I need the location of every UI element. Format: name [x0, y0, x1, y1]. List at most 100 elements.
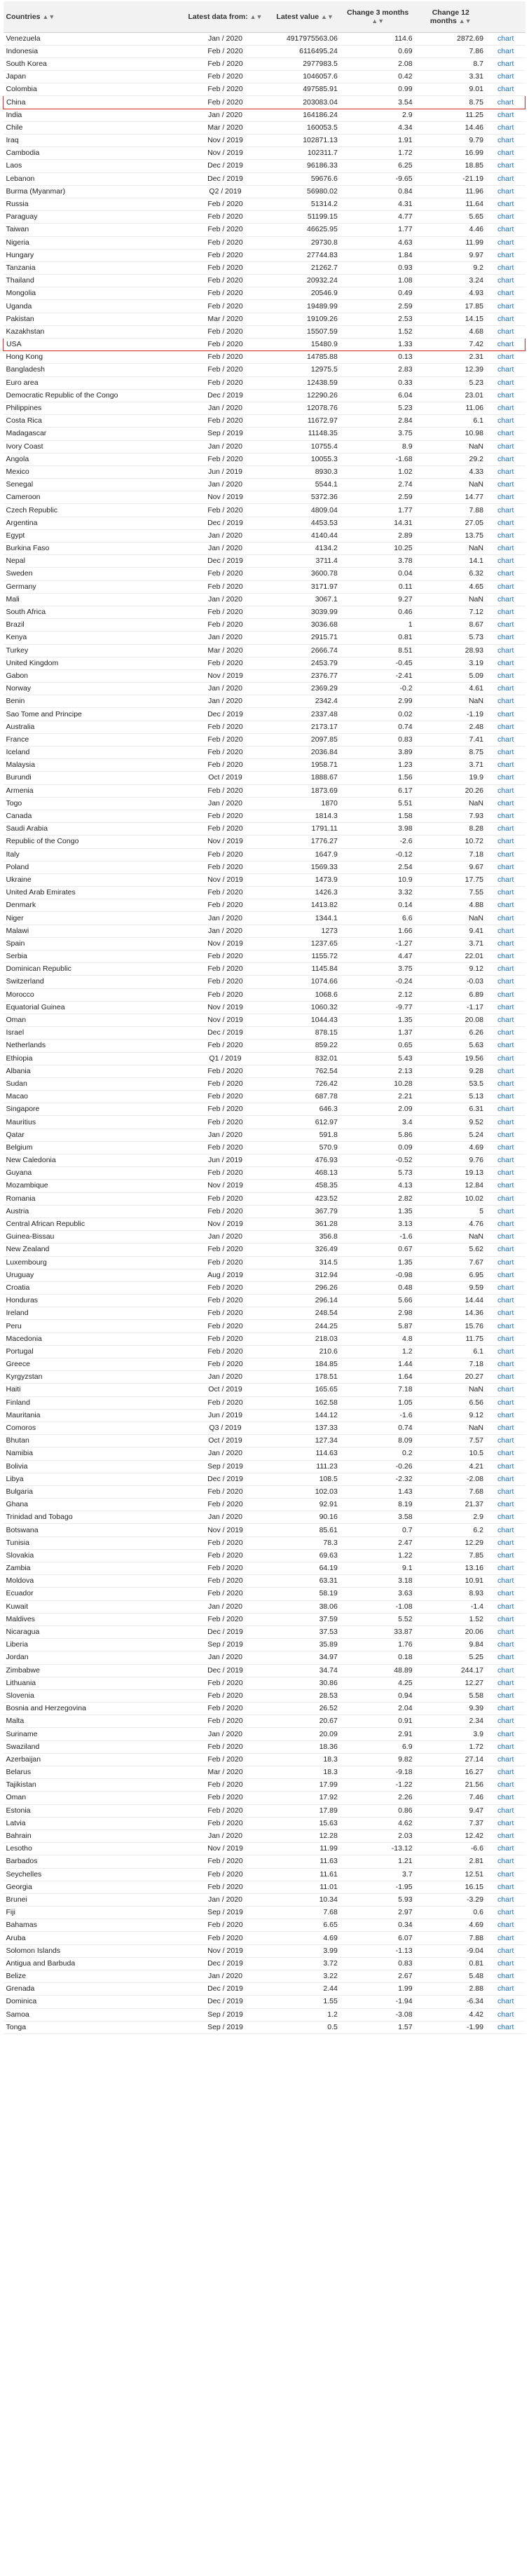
- chart-link[interactable]: chart: [497, 429, 514, 438]
- chart-link[interactable]: chart: [497, 1538, 514, 1547]
- chart-link[interactable]: chart: [497, 1665, 514, 1675]
- chart-link[interactable]: chart: [497, 1525, 514, 1534]
- chart-link[interactable]: chart: [497, 1168, 514, 1178]
- chart-link[interactable]: chart: [497, 697, 514, 706]
- chart-link[interactable]: chart: [497, 1066, 514, 1075]
- chart-link[interactable]: chart: [497, 1334, 514, 1343]
- chart-link[interactable]: chart: [497, 59, 514, 68]
- chart-link[interactable]: chart: [497, 1513, 514, 1522]
- chart-link[interactable]: chart: [497, 1717, 514, 1726]
- chart-link[interactable]: chart: [497, 1818, 514, 1827]
- chart-link[interactable]: chart: [497, 289, 514, 298]
- chart-link[interactable]: chart: [497, 1079, 514, 1088]
- chart-link[interactable]: chart: [497, 1092, 514, 1101]
- chart-link[interactable]: chart: [497, 557, 514, 566]
- chart-link[interactable]: chart: [497, 901, 514, 910]
- chart-link[interactable]: chart: [497, 1908, 514, 1917]
- chart-link[interactable]: chart: [497, 1474, 514, 1483]
- chart-link[interactable]: chart: [497, 735, 514, 744]
- col-header-change-12-months[interactable]: Change 12 months ▲▼: [415, 1, 486, 33]
- chart-link[interactable]: chart: [497, 1844, 514, 1853]
- chart-link[interactable]: chart: [497, 1245, 514, 1254]
- chart-link[interactable]: chart: [497, 1206, 514, 1215]
- col-header-latest-data[interactable]: Latest data from: ▲▼: [181, 1, 270, 33]
- chart-link[interactable]: chart: [497, 123, 514, 132]
- chart-link[interactable]: chart: [497, 97, 514, 107]
- chart-link[interactable]: chart: [497, 1270, 514, 1279]
- chart-link[interactable]: chart: [497, 709, 514, 718]
- chart-link[interactable]: chart: [497, 1921, 514, 1930]
- chart-link[interactable]: chart: [497, 1793, 514, 1802]
- chart-link[interactable]: chart: [497, 798, 514, 807]
- chart-link[interactable]: chart: [497, 1754, 514, 1764]
- chart-link[interactable]: chart: [497, 1768, 514, 1777]
- chart-link[interactable]: chart: [497, 1105, 514, 1114]
- chart-link[interactable]: chart: [497, 990, 514, 999]
- sort-arrows-icon[interactable]: ▲▼: [458, 17, 472, 25]
- chart-link[interactable]: chart: [497, 467, 514, 476]
- chart-link[interactable]: chart: [497, 301, 514, 311]
- sort-arrows-icon[interactable]: ▲▼: [249, 13, 263, 20]
- chart-link[interactable]: chart: [497, 1614, 514, 1623]
- chart-link[interactable]: chart: [497, 1628, 514, 1637]
- chart-link[interactable]: chart: [497, 913, 514, 922]
- chart-link[interactable]: chart: [497, 888, 514, 897]
- chart-link[interactable]: chart: [497, 1309, 514, 1318]
- chart-link[interactable]: chart: [497, 594, 514, 604]
- chart-link[interactable]: chart: [497, 225, 514, 234]
- chart-link[interactable]: chart: [497, 416, 514, 425]
- chart-link[interactable]: chart: [497, 1933, 514, 1942]
- chart-link[interactable]: chart: [497, 1729, 514, 1738]
- chart-link[interactable]: chart: [497, 1946, 514, 1955]
- chart-link[interactable]: chart: [497, 250, 514, 259]
- chart-link[interactable]: chart: [497, 1882, 514, 1891]
- chart-link[interactable]: chart: [497, 965, 514, 974]
- chart-link[interactable]: chart: [497, 1372, 514, 1382]
- chart-link[interactable]: chart: [497, 1028, 514, 1037]
- chart-link[interactable]: chart: [497, 1385, 514, 1394]
- chart-link[interactable]: chart: [497, 633, 514, 642]
- chart-link[interactable]: chart: [497, 1347, 514, 1356]
- chart-link[interactable]: chart: [497, 722, 514, 731]
- chart-link[interactable]: chart: [497, 684, 514, 693]
- chart-link[interactable]: chart: [497, 212, 514, 222]
- chart-link[interactable]: chart: [497, 1653, 514, 1662]
- chart-link[interactable]: chart: [497, 1002, 514, 1011]
- chart-link[interactable]: chart: [497, 1691, 514, 1700]
- chart-link[interactable]: chart: [497, 390, 514, 400]
- chart-link[interactable]: chart: [497, 1296, 514, 1305]
- chart-link[interactable]: chart: [497, 1564, 514, 1573]
- chart-link[interactable]: chart: [497, 582, 514, 591]
- chart-link[interactable]: chart: [497, 518, 514, 527]
- chart-link[interactable]: chart: [497, 1832, 514, 1841]
- chart-link[interactable]: chart: [497, 2022, 514, 2031]
- chart-link[interactable]: chart: [497, 1742, 514, 1751]
- chart-link[interactable]: chart: [497, 442, 514, 451]
- chart-link[interactable]: chart: [497, 939, 514, 948]
- chart-link[interactable]: chart: [497, 531, 514, 540]
- chart-link[interactable]: chart: [497, 136, 514, 145]
- chart-link[interactable]: chart: [497, 646, 514, 655]
- chart-link[interactable]: chart: [497, 480, 514, 489]
- chart-link[interactable]: chart: [497, 276, 514, 285]
- chart-link[interactable]: chart: [497, 952, 514, 961]
- chart-link[interactable]: chart: [497, 110, 514, 119]
- chart-link[interactable]: chart: [497, 1984, 514, 1994]
- chart-link[interactable]: chart: [497, 608, 514, 617]
- chart-link[interactable]: chart: [497, 1780, 514, 1790]
- chart-link[interactable]: chart: [497, 174, 514, 183]
- chart-link[interactable]: chart: [497, 1449, 514, 1458]
- chart-link[interactable]: chart: [497, 1360, 514, 1369]
- chart-link[interactable]: chart: [497, 1220, 514, 1229]
- sort-arrows-icon[interactable]: ▲▼: [371, 17, 385, 25]
- chart-link[interactable]: chart: [497, 786, 514, 795]
- chart-link[interactable]: chart: [497, 620, 514, 629]
- chart-link[interactable]: chart: [497, 186, 514, 196]
- col-header-latest-value[interactable]: Latest value ▲▼: [269, 1, 341, 33]
- chart-link[interactable]: chart: [497, 1461, 514, 1471]
- chart-link[interactable]: chart: [497, 314, 514, 323]
- chart-link[interactable]: chart: [497, 263, 514, 272]
- chart-link[interactable]: chart: [497, 327, 514, 336]
- chart-link[interactable]: chart: [497, 1576, 514, 1586]
- chart-link[interactable]: chart: [497, 850, 514, 859]
